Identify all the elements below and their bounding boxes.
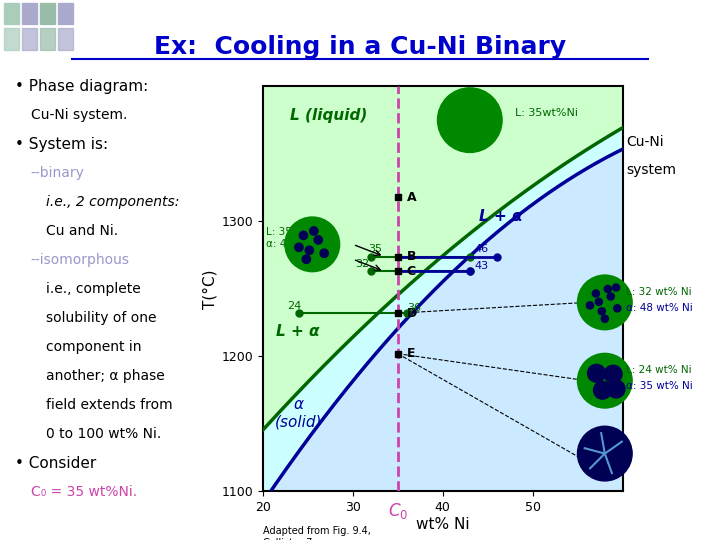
Text: A: A (407, 191, 416, 204)
Bar (4, 28, 19, 50)
Circle shape (320, 249, 328, 258)
Text: component in: component in (46, 340, 142, 354)
Circle shape (577, 275, 632, 330)
Circle shape (438, 88, 502, 152)
Text: α: 35 wt% Ni: α: 35 wt% Ni (626, 381, 693, 391)
Circle shape (607, 293, 614, 300)
Text: Ex:  Cooling in a Cu-Ni Binary: Ex: Cooling in a Cu-Ni Binary (154, 35, 566, 59)
Text: L: 24 wt% Ni: L: 24 wt% Ni (626, 365, 692, 375)
Text: α
(solid): α (solid) (275, 397, 323, 430)
Circle shape (593, 290, 600, 297)
Text: 43: 43 (474, 261, 488, 271)
Text: Cu-Ni system.: Cu-Ni system. (30, 108, 127, 122)
Circle shape (302, 255, 310, 264)
Text: field extends from: field extends from (46, 398, 173, 412)
Bar (40, 28, 55, 50)
Text: α: 46 wt% Ni: α: 46 wt% Ni (266, 239, 332, 249)
Text: solubility of one: solubility of one (46, 311, 156, 325)
Bar (22, 3, 37, 24)
Bar (22, 28, 37, 50)
Text: i.e., 2 components:: i.e., 2 components: (46, 195, 179, 209)
Bar (58, 3, 73, 24)
Text: --binary: --binary (30, 166, 84, 180)
Text: • Phase diagram:: • Phase diagram: (15, 79, 148, 94)
Circle shape (595, 298, 603, 306)
Circle shape (604, 365, 622, 383)
Text: • System is:: • System is: (15, 137, 108, 152)
Circle shape (601, 315, 608, 322)
Text: α: 48 wt% Ni: α: 48 wt% Ni (626, 303, 693, 313)
Text: another; α phase: another; α phase (46, 369, 165, 383)
Circle shape (300, 231, 307, 240)
Circle shape (593, 381, 611, 399)
Text: L: 35wt%Ni: L: 35wt%Ni (515, 108, 577, 118)
Circle shape (577, 353, 632, 408)
Text: L: 35 wt% Ni: L: 35 wt% Ni (266, 227, 331, 237)
Text: Cu-Ni: Cu-Ni (626, 135, 664, 149)
Circle shape (613, 305, 621, 312)
Circle shape (613, 284, 620, 291)
Circle shape (577, 426, 632, 481)
Text: C: C (407, 265, 416, 278)
Circle shape (305, 246, 313, 254)
Text: L + α: L + α (479, 210, 522, 225)
Circle shape (285, 217, 340, 272)
Circle shape (588, 364, 606, 382)
Text: 0 to 100 wt% Ni.: 0 to 100 wt% Ni. (46, 427, 161, 441)
Circle shape (607, 380, 625, 398)
Circle shape (310, 227, 318, 235)
Text: i.e., complete: i.e., complete (46, 282, 141, 296)
Text: 46: 46 (474, 245, 488, 254)
Y-axis label: T(°C): T(°C) (202, 269, 217, 309)
Text: 35: 35 (369, 245, 382, 254)
Circle shape (294, 243, 303, 252)
Text: L: 32 wt% Ni: L: 32 wt% Ni (626, 287, 692, 296)
Text: 24: 24 (287, 301, 302, 311)
Circle shape (586, 302, 593, 309)
Text: C₀ = 35 wt%Ni.: C₀ = 35 wt%Ni. (30, 485, 137, 499)
Text: B: B (407, 250, 416, 263)
Text: L + α: L + α (276, 324, 320, 339)
X-axis label: wt% Ni: wt% Ni (416, 517, 469, 532)
Bar (4, 3, 19, 24)
Circle shape (598, 308, 606, 315)
Text: --isomorphous: --isomorphous (30, 253, 130, 267)
Text: • Consider: • Consider (15, 456, 96, 471)
Circle shape (314, 236, 323, 244)
Bar (58, 28, 73, 50)
Text: Adapted from Fig. 9.4,
Callister 7e.: Adapted from Fig. 9.4, Callister 7e. (263, 526, 371, 540)
Text: D: D (407, 307, 417, 320)
Text: E: E (407, 347, 415, 360)
Circle shape (604, 286, 611, 293)
Text: 32: 32 (355, 259, 369, 269)
Text: system: system (626, 163, 676, 177)
Text: $C_0$: $C_0$ (387, 501, 408, 521)
Text: L (liquid): L (liquid) (289, 108, 367, 123)
Bar (40, 3, 55, 24)
Text: Cu and Ni.: Cu and Ni. (46, 224, 118, 238)
Text: 36: 36 (407, 302, 420, 313)
